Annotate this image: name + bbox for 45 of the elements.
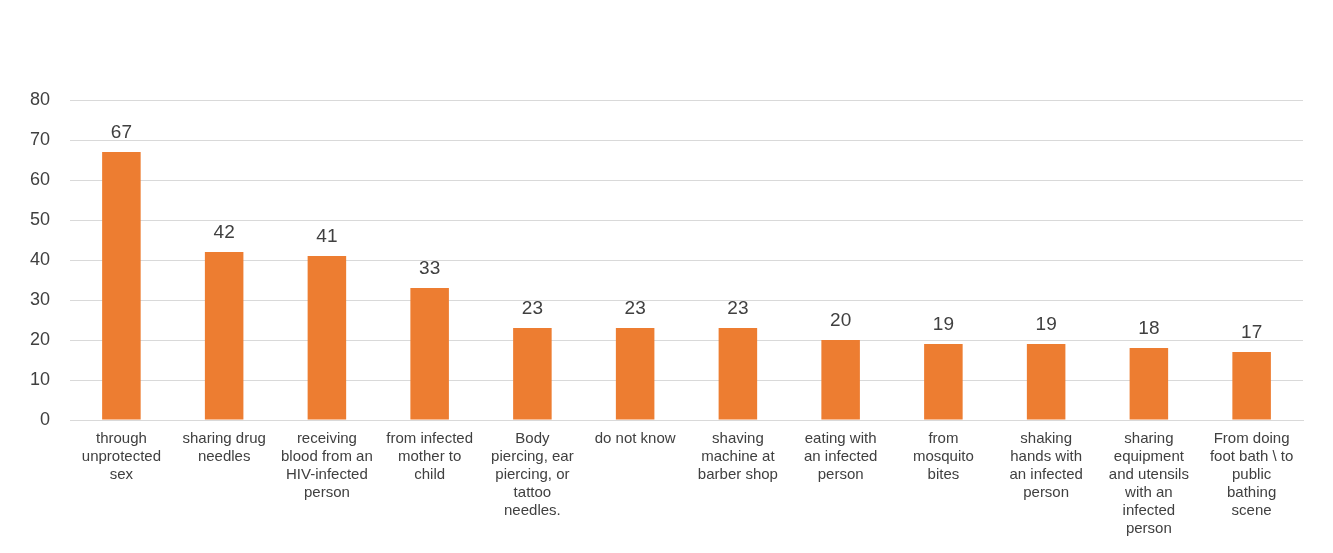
y-tick-label: 30 <box>29 288 51 309</box>
x-tick-label: from infected mother to child <box>386 429 473 483</box>
y-tick-label: 70 <box>29 128 51 149</box>
x-tick-label: shaving machine at barber shop <box>697 429 778 483</box>
y-tick-label: 0 <box>40 408 51 429</box>
y-tick-label: 60 <box>29 168 51 189</box>
data-label: 20 <box>830 308 852 330</box>
x-tick-label: from mosquito bites <box>912 429 974 483</box>
bar <box>1232 352 1271 420</box>
bar <box>718 328 758 420</box>
bar <box>1129 348 1169 420</box>
data-label: 19 <box>932 312 954 334</box>
data-label: 41 <box>316 224 338 246</box>
bar <box>615 328 655 420</box>
bar <box>204 252 244 420</box>
y-tick-label: 10 <box>29 368 51 389</box>
x-tick-label: sharing equipment and utensils with an infected person <box>1108 429 1189 537</box>
bar <box>513 328 552 420</box>
data-label: 23 <box>624 296 646 318</box>
y-tick-label: 80 <box>29 88 51 109</box>
x-tick-label: through unprotected sex <box>81 429 162 483</box>
data-label: 18 <box>1138 316 1160 338</box>
bar <box>307 256 347 420</box>
x-tick-label: eating with an infected person <box>803 429 878 483</box>
bar <box>821 340 860 420</box>
x-tick-label: From doing foot bath \ to public bathing scene <box>1209 429 1294 519</box>
data-label: 23 <box>727 296 749 318</box>
bar <box>924 344 963 420</box>
y-tick-label: 40 <box>29 248 51 269</box>
x-tick-label: sharing drug needles <box>182 429 266 465</box>
data-label: 42 <box>213 220 235 242</box>
data-label: 17 <box>1241 320 1263 342</box>
data-label: 19 <box>1035 312 1057 334</box>
x-tick-label: shaking hands with an infected person <box>1009 429 1083 501</box>
x-tick-label: receiving blood from an HIV-infected person <box>281 429 373 501</box>
x-tick-label: do not know <box>594 429 676 447</box>
x-tick-label: Body piercing, ear piercing, or tattoo needles. <box>491 429 574 519</box>
y-tick-label: 50 <box>29 208 51 229</box>
data-label: 23 <box>521 296 543 318</box>
data-label: 67 <box>110 120 132 142</box>
bar <box>1026 344 1066 420</box>
bar <box>410 288 449 420</box>
y-tick-label: 20 <box>29 328 51 349</box>
data-label: 33 <box>419 256 441 278</box>
bar <box>102 152 141 420</box>
